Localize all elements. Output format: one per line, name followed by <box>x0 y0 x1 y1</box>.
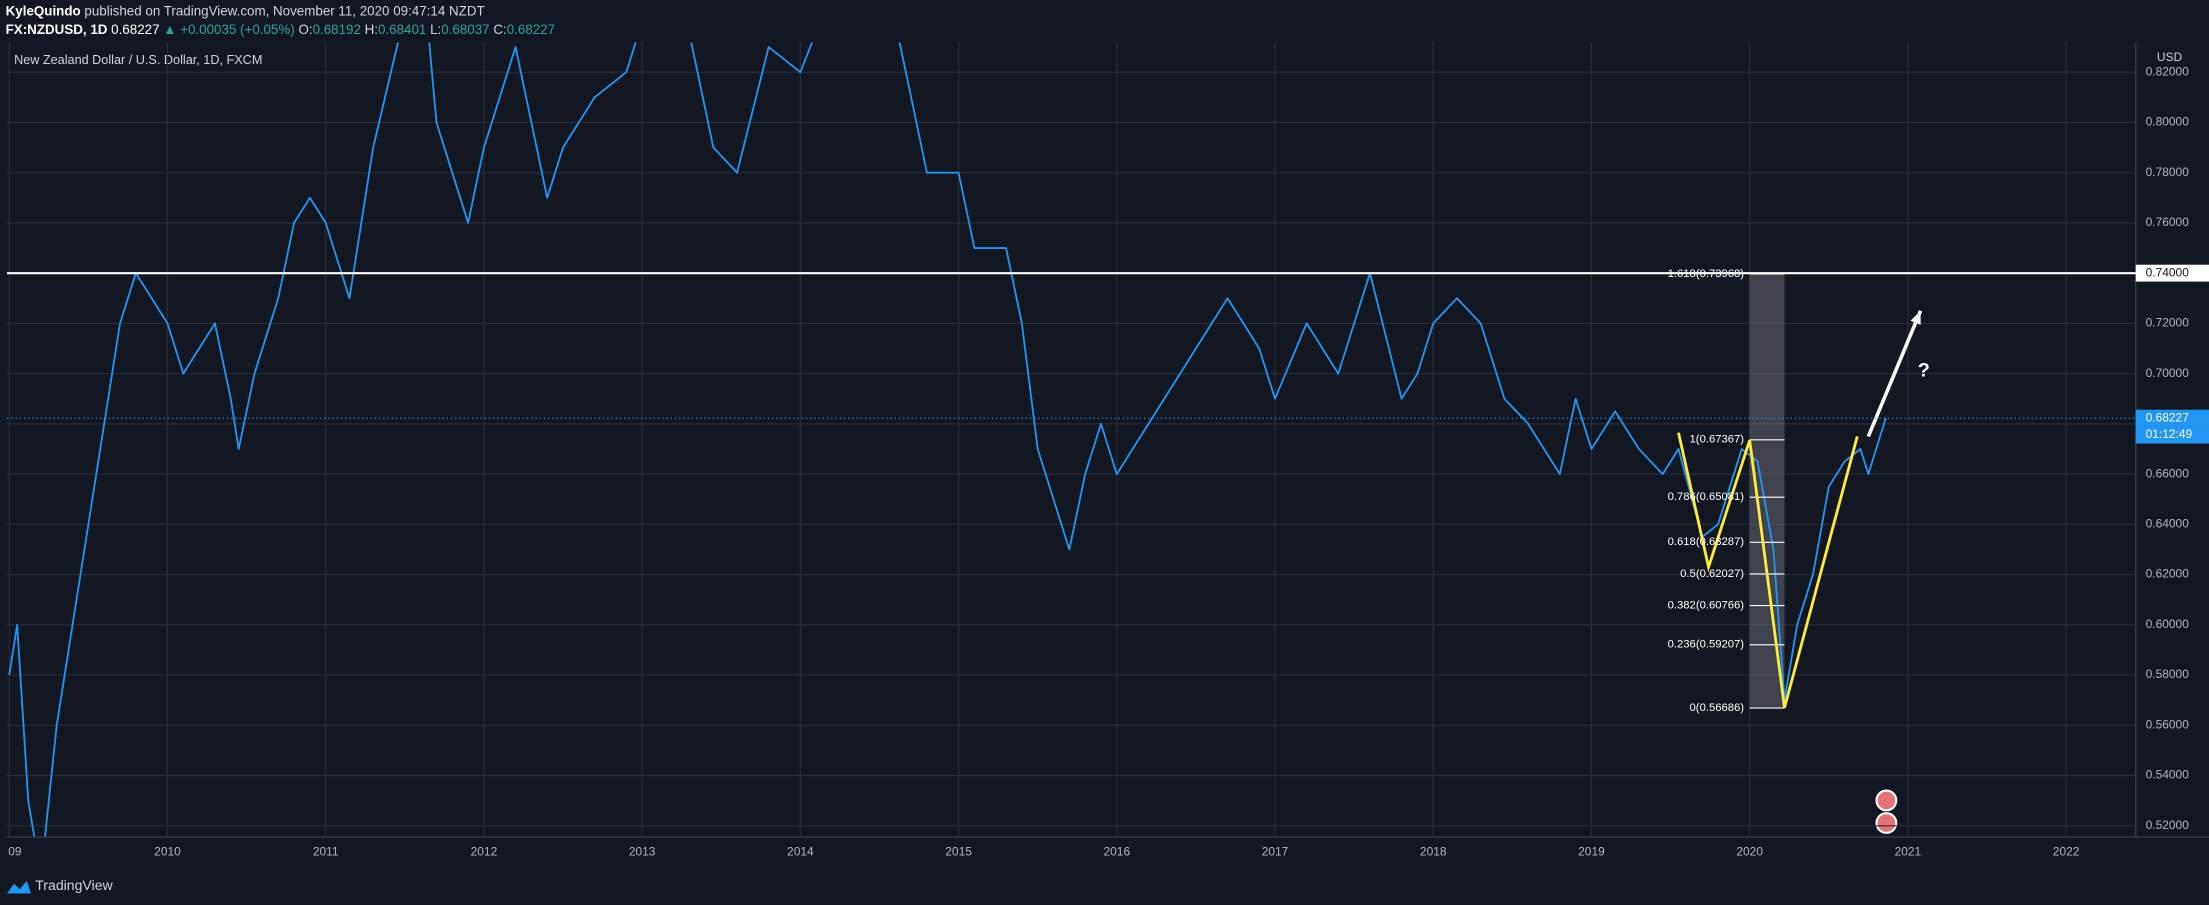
x-tick-label: 2020 <box>1736 845 1763 859</box>
fib-label: 1.618(0.73968) <box>1668 268 1745 280</box>
x-tick-label: 2017 <box>1262 845 1289 859</box>
publish-line: KyleQuindo published on TradingView.com,… <box>6 3 485 18</box>
event-icon <box>1875 789 1898 812</box>
x-tick-label: 2015 <box>945 845 972 859</box>
published: published on TradingView.com, November 1… <box>84 3 484 18</box>
last-price-box <box>2135 409 2209 427</box>
ohlc-label: L: <box>430 21 441 36</box>
y-tick-label: 0.80000 <box>2146 115 2190 129</box>
ohlc-value: 0.68192 <box>313 21 361 36</box>
fib-label: 0(0.56686) <box>1690 702 1745 714</box>
y-tick-label: 0.72000 <box>2146 316 2190 330</box>
level-label-box <box>2135 264 2209 282</box>
x-tick-label: 2012 <box>471 845 498 859</box>
level-label: 0.74000 <box>2146 265 2190 279</box>
ohlc: O:0.68192 H:0.68401 L:0.68037 C:0.68227 <box>298 21 555 36</box>
x-tick-label: 2018 <box>1420 845 1447 859</box>
last-price: 0.68227 <box>111 21 159 36</box>
plot <box>7 42 2136 838</box>
event-icons <box>1875 789 1898 834</box>
footer-logo: TradingView <box>7 877 114 894</box>
change: ▲ +0.00035 (+0.05%) <box>163 21 294 36</box>
x-tick-label: 2014 <box>787 845 814 859</box>
ohlc-value: 0.68227 <box>507 21 555 36</box>
symbol-line: FX:NZDUSD, 1D 0.68227 ▲ +0.00035 (+0.05%… <box>6 21 555 36</box>
logo-icon <box>7 880 31 894</box>
fib-label: 1(0.67367) <box>1690 434 1745 446</box>
price-line <box>8 42 1887 838</box>
harmonic-pattern <box>1677 432 1859 709</box>
y-axis-label: USD <box>2157 50 2183 64</box>
x-tick-label: 2011 <box>313 845 339 859</box>
y-tick-label: 0.76000 <box>2146 215 2190 229</box>
countdown-label: 01:12:49 <box>2146 427 2193 441</box>
ohlc-label: O: <box>298 21 312 36</box>
chart-title: New Zealand Dollar / U.S. Dollar, 1D, FX… <box>14 53 262 67</box>
y-tick-label: 0.78000 <box>2146 165 2190 179</box>
annotation: ? <box>1918 359 1930 381</box>
author: KyleQuindo <box>6 3 81 18</box>
y-tick-label: 0.66000 <box>2146 466 2190 480</box>
fib-label: 0.236(0.59207) <box>1668 639 1745 651</box>
y-tick-label: 0.52000 <box>2146 818 2190 832</box>
y-tick-label: 0.60000 <box>2146 617 2190 631</box>
y-tick-label: 0.70000 <box>2146 366 2190 380</box>
x-tick-label: 09 <box>8 845 22 859</box>
x-tick-label: 2022 <box>2053 845 2080 859</box>
ohlc-label: C: <box>493 21 506 36</box>
y-tick-label: 0.58000 <box>2146 667 2190 681</box>
brand: TradingView <box>35 877 113 893</box>
x-tick-label: 2021 <box>1895 845 1922 859</box>
symbol: FX:NZDUSD, 1D <box>6 21 108 36</box>
last-price-label: 0.68227 <box>2146 410 2190 424</box>
fib-label: 0.618(0.63287) <box>1668 536 1745 548</box>
event-icon <box>1875 812 1898 834</box>
countdown-box <box>2135 426 2209 444</box>
ohlc-value: 0.68037 <box>441 21 489 36</box>
y-tick-label: 0.56000 <box>2146 717 2190 731</box>
y-tick-label: 0.62000 <box>2146 567 2190 581</box>
y-tick-label: 0.54000 <box>2146 768 2190 782</box>
fib-label: 0.786(0.65081) <box>1668 491 1745 503</box>
ohlc-label: H: <box>365 21 378 36</box>
y-tick-label: 0.64000 <box>2146 517 2190 531</box>
x-tick-label: 2016 <box>1103 845 1130 859</box>
ohlc-value: 0.68401 <box>378 21 426 36</box>
fib-label: 0.5(0.62027) <box>1680 568 1744 580</box>
y-tick-label: 0.82000 <box>2146 64 2190 78</box>
arrow <box>1866 310 1923 438</box>
arrow-head <box>1910 310 1921 325</box>
fib-label: 0.382(0.60766) <box>1668 600 1745 612</box>
x-tick-label: 2019 <box>1578 845 1605 859</box>
x-tick-label: 2013 <box>629 845 656 859</box>
x-tick-label: 2010 <box>154 845 181 859</box>
